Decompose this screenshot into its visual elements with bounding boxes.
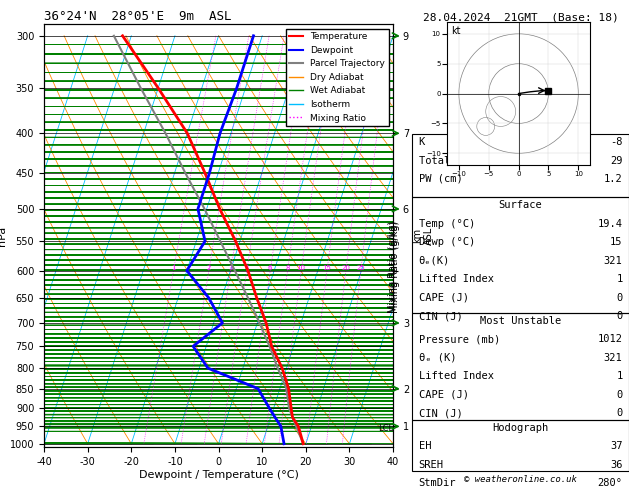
Text: Pressure (mb): Pressure (mb): [418, 334, 500, 345]
Bar: [412, 134, 629, 197]
Text: 37: 37: [610, 441, 623, 451]
Text: CIN (J): CIN (J): [418, 408, 462, 418]
Text: StmDir: StmDir: [418, 478, 456, 486]
Text: 28.04.2024  21GMT  (Base: 18): 28.04.2024 21GMT (Base: 18): [423, 12, 618, 22]
Text: Mixing Ratio (g/kg): Mixing Ratio (g/kg): [390, 221, 400, 313]
Text: SREH: SREH: [418, 460, 443, 470]
Text: Lifted Index: Lifted Index: [418, 371, 494, 382]
Text: 0: 0: [616, 408, 623, 418]
Text: 15: 15: [323, 265, 331, 271]
Text: 36°24'N  28°05'E  9m  ASL: 36°24'N 28°05'E 9m ASL: [44, 10, 231, 23]
Text: 321: 321: [604, 353, 623, 363]
Text: Temp (°C): Temp (°C): [418, 219, 475, 229]
Legend: Temperature, Dewpoint, Parcel Trajectory, Dry Adiabat, Wet Adiabat, Isotherm, Mi: Temperature, Dewpoint, Parcel Trajectory…: [286, 29, 389, 126]
Text: 1.2: 1.2: [604, 174, 623, 184]
Text: 0: 0: [616, 293, 623, 303]
Text: 36: 36: [610, 460, 623, 470]
Y-axis label: hPa: hPa: [0, 226, 7, 246]
Text: 29: 29: [610, 156, 623, 166]
Text: 25: 25: [357, 265, 365, 271]
Y-axis label: km
ASL: km ASL: [412, 226, 433, 245]
Text: PW (cm): PW (cm): [418, 174, 462, 184]
Text: 0: 0: [616, 311, 623, 321]
Text: Mixing Ratio (g/kg): Mixing Ratio (g/kg): [388, 221, 398, 313]
Text: 2: 2: [206, 265, 211, 271]
Text: © weatheronline.co.uk: © weatheronline.co.uk: [464, 474, 577, 484]
Bar: [412, 420, 629, 471]
Text: 15: 15: [610, 237, 623, 247]
Text: kt: kt: [451, 26, 460, 36]
Text: EH: EH: [418, 441, 431, 451]
Bar: [412, 313, 629, 420]
Text: 8: 8: [285, 265, 290, 271]
Text: 6: 6: [268, 265, 272, 271]
Text: CAPE (J): CAPE (J): [418, 293, 469, 303]
Text: LCL: LCL: [378, 424, 393, 433]
Text: 0: 0: [616, 390, 623, 400]
Bar: [412, 197, 629, 313]
Text: -8: -8: [610, 137, 623, 147]
Text: 1: 1: [171, 265, 175, 271]
Text: 1: 1: [616, 274, 623, 284]
Text: K: K: [418, 137, 425, 147]
Text: Most Unstable: Most Unstable: [480, 316, 561, 326]
X-axis label: Dewpoint / Temperature (°C): Dewpoint / Temperature (°C): [138, 469, 299, 480]
Text: Dewp (°C): Dewp (°C): [418, 237, 475, 247]
Text: Lifted Index: Lifted Index: [418, 274, 494, 284]
Text: 3: 3: [228, 265, 233, 271]
Text: Hodograph: Hodograph: [493, 423, 548, 433]
Text: 19.4: 19.4: [598, 219, 623, 229]
Text: Totals Totals: Totals Totals: [418, 156, 500, 166]
Text: CAPE (J): CAPE (J): [418, 390, 469, 400]
Text: 1: 1: [616, 371, 623, 382]
Text: 1012: 1012: [598, 334, 623, 345]
Text: 280°: 280°: [598, 478, 623, 486]
Text: 20: 20: [342, 265, 350, 271]
Text: θₑ(K): θₑ(K): [418, 256, 450, 266]
Text: CIN (J): CIN (J): [418, 311, 462, 321]
Text: 10: 10: [297, 265, 306, 271]
Text: 321: 321: [604, 256, 623, 266]
Text: 4: 4: [245, 265, 249, 271]
Text: Surface: Surface: [499, 200, 542, 210]
Text: θₑ (K): θₑ (K): [418, 353, 456, 363]
